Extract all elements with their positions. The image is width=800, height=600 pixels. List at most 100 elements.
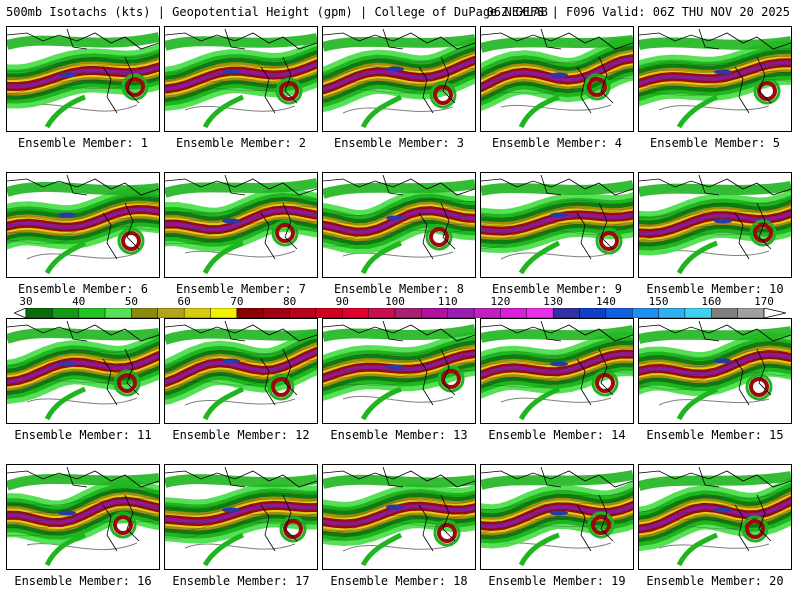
isotach-band bbox=[639, 352, 791, 377]
ensemble-map-panel bbox=[322, 318, 476, 424]
colorbar-tick-label: 140 bbox=[595, 295, 616, 308]
height-line bbox=[639, 500, 791, 527]
member-label: Ensemble Member: 10 bbox=[646, 282, 784, 296]
southern-jet-streak bbox=[360, 386, 402, 421]
isotach-band bbox=[7, 207, 159, 230]
height-line bbox=[639, 493, 791, 520]
member-label: Ensemble Member: 13 bbox=[330, 428, 468, 442]
height-line bbox=[639, 63, 791, 82]
jet-core bbox=[386, 215, 404, 221]
height-line bbox=[481, 502, 633, 526]
northern-jet-band bbox=[323, 34, 475, 52]
member-map bbox=[481, 320, 633, 421]
height-line bbox=[481, 496, 633, 518]
colorbar-swatch bbox=[394, 308, 422, 318]
jet-core bbox=[550, 72, 568, 78]
model-run-info: 06Z GEFS | F096 Valid: 06Z THU NOV 20 20… bbox=[486, 5, 790, 19]
southern-jet-streak bbox=[202, 532, 245, 567]
height-line bbox=[165, 206, 317, 222]
height-line bbox=[7, 354, 159, 381]
colorbar-swatch bbox=[473, 308, 501, 318]
height-line bbox=[639, 216, 791, 241]
height-contour bbox=[184, 543, 296, 550]
height-line bbox=[481, 348, 633, 368]
colorbar-swatch bbox=[684, 308, 712, 318]
colorbar-tick-label: 30 bbox=[19, 295, 33, 308]
isotach-band bbox=[639, 498, 791, 531]
colorbar-tick-label: 60 bbox=[177, 295, 191, 308]
height-line bbox=[7, 360, 159, 387]
member-label: Ensemble Member: 5 bbox=[649, 136, 781, 150]
member-label: Ensemble Member: 15 bbox=[646, 428, 784, 442]
member-map bbox=[165, 320, 317, 421]
northern-jet-band bbox=[165, 33, 317, 51]
height-line bbox=[639, 356, 791, 375]
isotach-band bbox=[481, 503, 633, 529]
northern-jet-band bbox=[7, 32, 159, 50]
height-line bbox=[165, 55, 317, 82]
colorbar-tick-label: 80 bbox=[282, 295, 297, 308]
member-label: Ensemble Member: 6 bbox=[17, 282, 149, 296]
colorbar-swatch bbox=[52, 308, 79, 318]
colorbar-tick-label: 70 bbox=[230, 295, 244, 308]
height-line bbox=[323, 67, 475, 93]
trough-isotach-outer bbox=[741, 515, 769, 543]
colorbar-swatch bbox=[500, 308, 527, 318]
colorbar-arrow-left bbox=[14, 308, 27, 318]
member-map bbox=[323, 466, 475, 567]
coastline bbox=[481, 28, 633, 114]
southern-jet-streak bbox=[518, 532, 560, 567]
trough-isotach-outer bbox=[425, 223, 453, 251]
southern-jet-streak bbox=[518, 386, 561, 421]
colorbar-swatch bbox=[447, 308, 475, 318]
height-line bbox=[7, 70, 159, 95]
colorbar-swatch bbox=[78, 308, 106, 318]
jet-core bbox=[714, 218, 732, 224]
member-label: Ensemble Member: 11 bbox=[14, 428, 152, 442]
member-map bbox=[639, 320, 791, 421]
height-line bbox=[165, 513, 317, 531]
colorbar-swatch bbox=[131, 308, 158, 318]
height-line bbox=[165, 359, 317, 385]
height-contour bbox=[26, 542, 138, 551]
coastline bbox=[7, 174, 159, 260]
colorbar-swatch bbox=[605, 308, 633, 318]
height-line bbox=[323, 214, 475, 232]
trough-isotach-outer bbox=[595, 227, 623, 255]
map-title: 500mb Isotachs (kts) | Geopotential Heig… bbox=[6, 5, 548, 19]
height-contour bbox=[26, 104, 138, 112]
height-line bbox=[481, 355, 633, 374]
ensemble-map-panel bbox=[638, 464, 792, 570]
height-line bbox=[323, 370, 475, 389]
trough-isotach bbox=[125, 77, 145, 97]
colorbar-swatch bbox=[104, 308, 132, 318]
trough-isotach-outer bbox=[749, 219, 777, 247]
coastline bbox=[165, 174, 317, 260]
height-line bbox=[481, 363, 633, 381]
height-contour bbox=[658, 543, 770, 549]
colorbar-swatch bbox=[552, 308, 580, 318]
jet-core bbox=[58, 212, 76, 218]
height-line bbox=[323, 499, 475, 518]
isotach-band bbox=[323, 58, 475, 92]
height-contour bbox=[500, 397, 612, 403]
coastline bbox=[323, 320, 475, 406]
height-contour bbox=[500, 104, 612, 111]
coastline bbox=[639, 466, 791, 552]
isotach-band bbox=[7, 64, 159, 89]
trough-isotach-outer bbox=[591, 369, 619, 397]
ensemble-map-panel bbox=[480, 318, 634, 424]
jet-core bbox=[714, 507, 732, 513]
ensemble-map-panel bbox=[164, 26, 318, 132]
height-line bbox=[7, 347, 159, 374]
coastline bbox=[639, 320, 791, 406]
member-map bbox=[323, 174, 475, 275]
height-line bbox=[7, 64, 159, 88]
colorbar-swatch bbox=[210, 308, 238, 318]
colorbar-arrow-right bbox=[763, 308, 786, 318]
height-line bbox=[481, 371, 633, 388]
height-line bbox=[639, 223, 791, 248]
coastline bbox=[639, 174, 791, 260]
isotach-band bbox=[481, 56, 633, 90]
height-contour bbox=[342, 395, 454, 403]
